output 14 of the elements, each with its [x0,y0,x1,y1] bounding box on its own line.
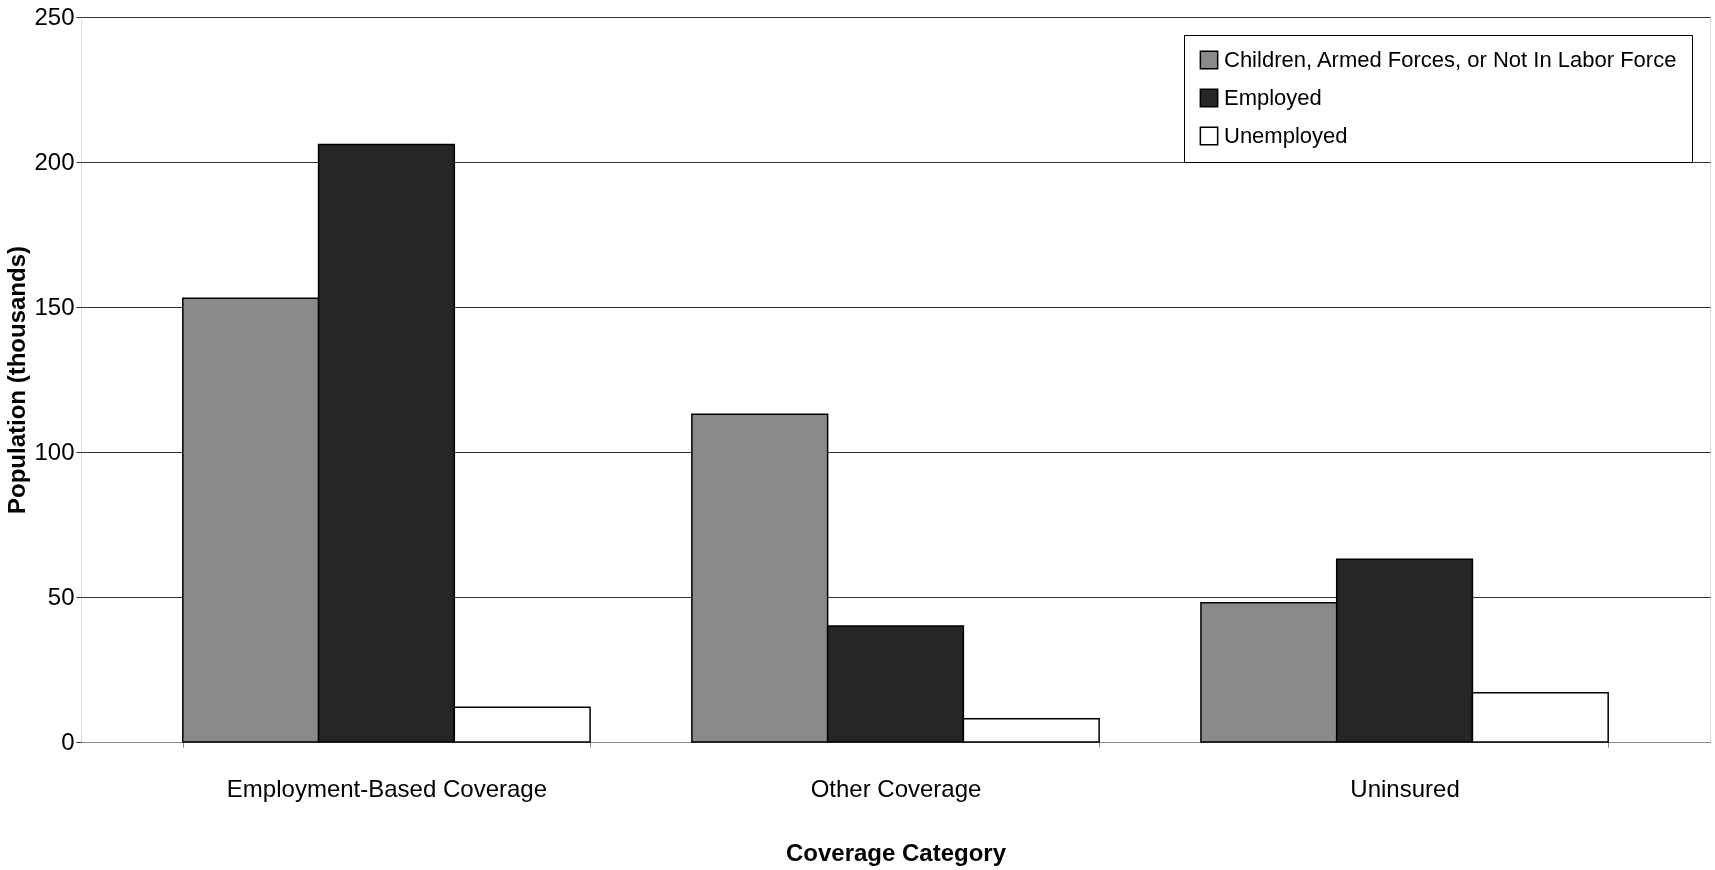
legend-label: Employed [1224,85,1322,110]
y-tick-label: 250 [34,2,75,30]
y-axis-title: Population (thousands) [3,246,31,514]
x-tick-label: Employment-Based Coverage [226,774,548,802]
legend-label: Unemployed [1224,123,1348,148]
y-tick-label: 150 [34,292,75,320]
x-tick-label: Other Coverage [810,774,982,802]
y-tick-label: 200 [34,147,75,175]
y-tick-label: 100 [34,437,75,465]
y-tick-label: 0 [61,727,75,755]
y-tick-label: 50 [47,582,75,610]
x-tick-label: Uninsured [1350,774,1460,802]
x-axis-title: Coverage Category [785,838,1007,866]
legend-label: Children, Armed Forces, or Not In Labor Force [1224,47,1677,72]
